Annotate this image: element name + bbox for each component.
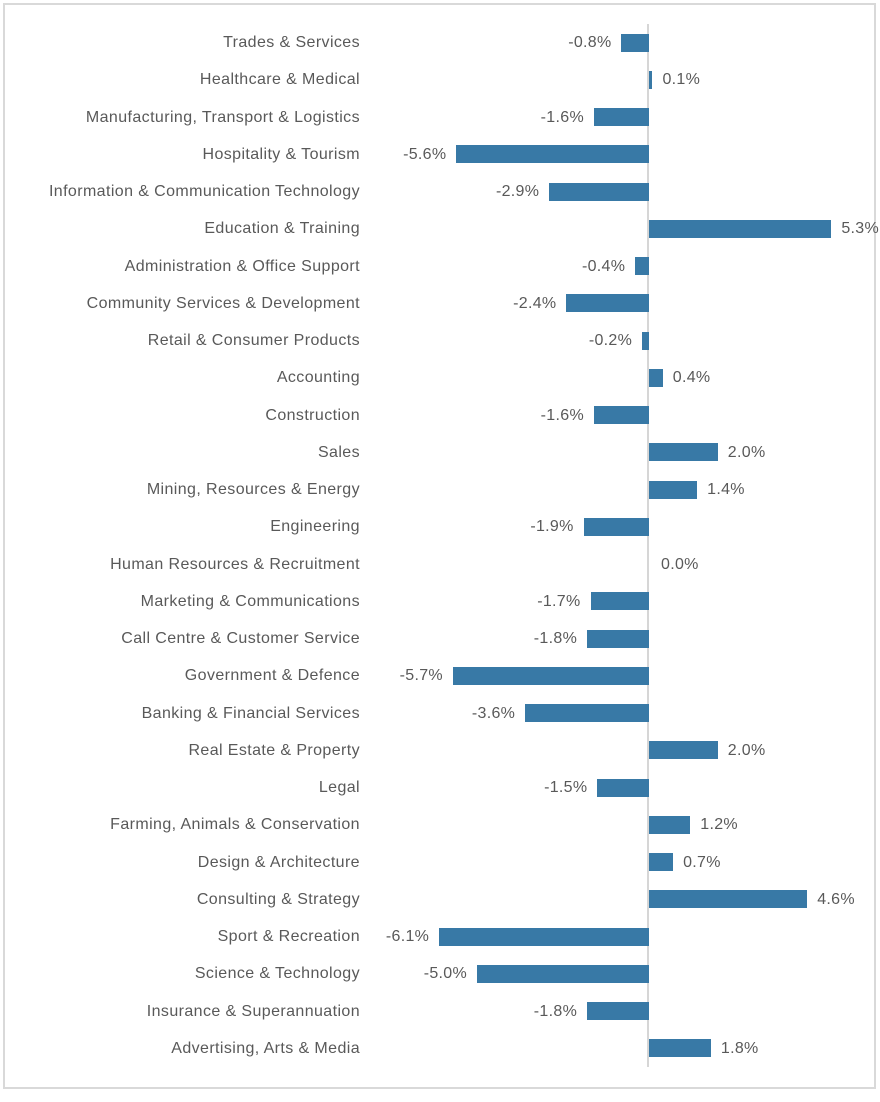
bar (587, 629, 649, 648)
bar (642, 331, 649, 350)
bar (649, 890, 808, 909)
category-label: Legal (318, 779, 360, 797)
value-label: -1.9% (530, 518, 574, 536)
value-label: -0.2% (588, 332, 633, 350)
category-label: Trades & Services (223, 34, 360, 52)
bar (477, 964, 649, 983)
bar (566, 294, 649, 313)
category-label: Education & Training (204, 220, 360, 238)
bar (649, 70, 653, 89)
category-label: Human Resources & Recruitment (110, 555, 360, 573)
category-label: Government & Defence (184, 667, 360, 685)
bar (649, 815, 691, 834)
value-label: 0.1% (662, 71, 701, 89)
value-label: -0.8% (568, 34, 612, 52)
value-label: -5.6% (403, 145, 447, 163)
bar (649, 443, 718, 462)
category-label: Hospitality & Tourism (202, 145, 360, 163)
bar (649, 741, 718, 760)
category-label: Information & Communication Technology (48, 183, 360, 201)
value-label: -1.6% (540, 406, 584, 424)
bar (593, 406, 649, 425)
bar (635, 257, 649, 276)
category-label: Advertising, Arts & Media (171, 1039, 360, 1057)
value-label: 0.7% (683, 853, 721, 871)
bar (649, 219, 832, 238)
category-label: Design & Architecture (197, 853, 360, 871)
value-label: 2.0% (727, 741, 766, 759)
category-label: Real Estate & Property (188, 741, 360, 759)
bar (439, 927, 649, 946)
value-label: 1.4% (707, 481, 745, 499)
value-label: -1.6% (540, 108, 584, 126)
value-label: -5.0% (423, 965, 467, 983)
category-label: Farming, Animals & Conservation (110, 816, 360, 834)
category-label: Banking & Financial Services (141, 704, 360, 722)
bar (649, 368, 663, 387)
category-label: Marketing & Communications (140, 592, 360, 610)
value-label: -1.8% (533, 1002, 578, 1020)
bar (621, 33, 649, 52)
bar (649, 853, 674, 872)
value-label: -3.6% (471, 704, 516, 722)
value-label: -0.4% (581, 257, 626, 275)
category-label: Science & Technology (194, 965, 360, 983)
bar (452, 666, 649, 685)
category-label: Administration & Office Support (124, 257, 360, 275)
bar (649, 480, 698, 499)
value-label: 0.0% (661, 555, 699, 573)
category-label: Manufacturing, Transport & Logistics (85, 108, 360, 126)
value-label: 5.3% (841, 220, 879, 238)
category-label: Sport & Recreation (217, 928, 360, 946)
value-label: -2.9% (495, 183, 540, 201)
category-label: Mining, Resources & Energy (146, 481, 360, 499)
category-label: Retail & Consumer Products (147, 332, 360, 350)
value-label: 0.4% (672, 369, 711, 387)
category-label: Consulting & Strategy (196, 890, 360, 908)
category-label: Construction (265, 406, 360, 424)
value-label: 2.0% (727, 443, 766, 461)
category-label: Healthcare & Medical (199, 71, 360, 89)
value-label: -1.7% (537, 592, 581, 610)
value-label: -2.4% (513, 294, 557, 312)
category-label: Community Services & Development (86, 294, 360, 312)
value-label: 4.6% (817, 890, 855, 908)
bar (649, 1039, 711, 1058)
bar (597, 778, 649, 797)
value-label: -5.7% (399, 667, 443, 685)
bar (549, 182, 649, 201)
bar (456, 145, 649, 164)
category-label: Insurance & Superannuation (146, 1002, 360, 1020)
bar (525, 704, 649, 723)
value-label: 1.2% (700, 816, 738, 834)
category-label: Accounting (276, 369, 360, 387)
value-label: -1.5% (544, 779, 588, 797)
zero-axis-line (647, 24, 649, 1067)
category-label: Engineering (270, 518, 360, 536)
bar (583, 517, 649, 536)
value-label: 1.8% (720, 1039, 759, 1057)
bar (590, 592, 649, 611)
category-label: Sales (317, 443, 360, 461)
bar (593, 108, 649, 127)
value-label: -1.8% (533, 630, 578, 648)
bar (587, 1002, 649, 1021)
value-label: -6.1% (385, 928, 430, 946)
category-label: Call Centre & Customer Service (121, 630, 360, 648)
